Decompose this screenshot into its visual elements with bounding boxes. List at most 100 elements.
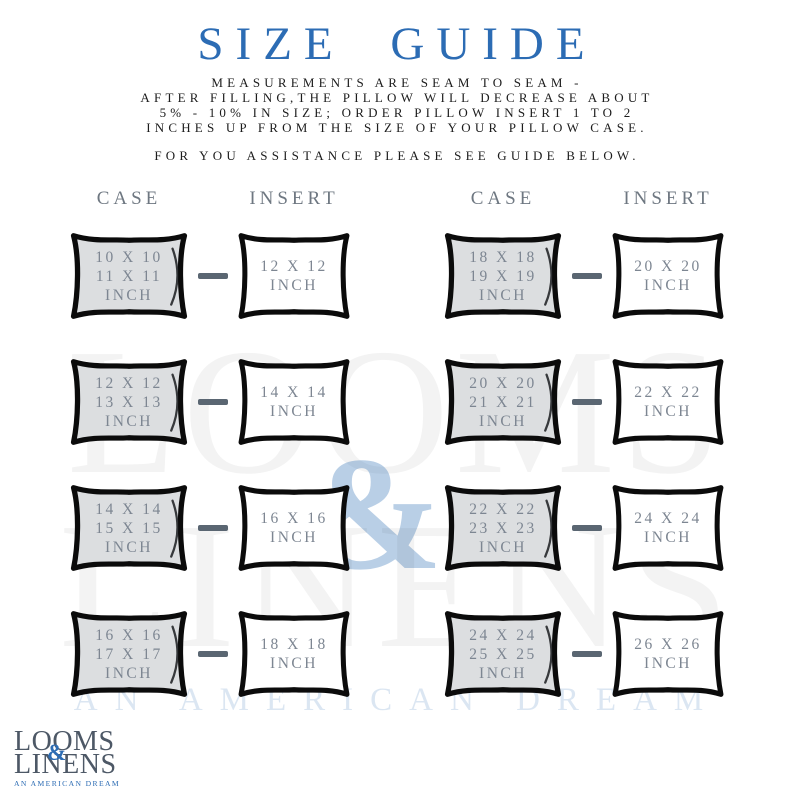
case-insert-connector [569, 525, 605, 531]
pillow-illustration [444, 359, 562, 445]
insert-pillow: 26 X 26 INCH [605, 602, 731, 706]
case-size-text: 18 X 18 19 X 19 INCH [447, 234, 559, 318]
case-size-line: 25 X 25 [469, 645, 537, 663]
case-column-header: CASE [96, 188, 162, 209]
header-spacer [195, 187, 231, 211]
insert-size-text: 16 X 16 INCH [241, 486, 347, 570]
insert-size-line: INCH [270, 403, 318, 420]
case-size-line: INCH [479, 286, 527, 304]
pillow-illustration [70, 233, 188, 319]
size-rows: 10 X 10 11 X 11 INCH 12 X 12 INCH [63, 224, 357, 706]
case-insert-connector [569, 399, 605, 405]
case-size-line: 19 X 19 [469, 267, 537, 285]
case-size-line: 21 X 21 [469, 393, 537, 411]
size-row: 18 X 18 19 X 19 INCH 20 X 20 INCH [437, 224, 731, 328]
insert-size-line: 22 X 22 [634, 384, 702, 401]
case-size-text: 16 X 16 17 X 17 INCH [73, 612, 185, 696]
case-pillow: 14 X 14 15 X 15 INCH [63, 476, 195, 580]
insert-size-line: INCH [270, 529, 318, 546]
case-insert-connector [195, 399, 231, 405]
insert-size-line: 12 X 12 [260, 258, 328, 275]
size-row: 20 X 20 21 X 21 INCH 22 X 22 INCH [437, 350, 731, 454]
insert-pillow: 16 X 16 INCH [231, 476, 357, 580]
case-pillow: 18 X 18 19 X 19 INCH [437, 224, 569, 328]
pillow-illustration [612, 485, 724, 571]
pillow-illustration [444, 233, 562, 319]
case-size-line: 11 X 11 [95, 267, 163, 285]
assistance-text: FOR YOU ASSISTANCE PLEASE SEE GUIDE BELO… [154, 148, 640, 163]
pillow-illustration [612, 233, 724, 319]
insert-size-text: 24 X 24 INCH [615, 486, 721, 570]
insert-size-line: INCH [644, 403, 692, 420]
logo-word-linens: LINENS [14, 749, 117, 780]
case-insert-connector [569, 273, 605, 279]
page-title: SIZE GUIDE [197, 18, 597, 70]
intro-line: INCHES UP FROM THE SIZE OF YOUR PILLOW C… [146, 120, 648, 135]
size-row: 14 X 14 15 X 15 INCH 16 X 16 INCH [63, 476, 357, 580]
pillow-illustration [444, 485, 562, 571]
case-size-line: 15 X 15 [95, 519, 163, 537]
insert-size-line: 18 X 18 [260, 636, 328, 653]
size-row: 16 X 16 17 X 17 INCH 18 X 18 INCH [63, 602, 357, 706]
insert-size-line: INCH [644, 655, 692, 672]
case-insert-connector [569, 651, 605, 657]
insert-size-text: 20 X 20 INCH [615, 234, 721, 318]
case-pillow: 24 X 24 25 X 25 INCH [437, 602, 569, 706]
size-row: 12 X 12 13 X 13 INCH 14 X 14 INCH [63, 350, 357, 454]
pillow-illustration [238, 611, 350, 697]
size-row: 10 X 10 11 X 11 INCH 12 X 12 INCH [63, 224, 357, 328]
intro-line: AFTER FILLING,THE PILLOW WILL DECREASE A… [140, 90, 654, 105]
insert-pillow: 18 X 18 INCH [231, 602, 357, 706]
size-rows: 18 X 18 19 X 19 INCH 20 X 20 INCH [437, 224, 731, 706]
insert-column-header: INSERT [623, 188, 713, 209]
connector-dash [198, 273, 228, 279]
connector-dash [198, 525, 228, 531]
case-size-line: INCH [105, 538, 153, 556]
insert-size-text: 26 X 26 INCH [615, 612, 721, 696]
insert-size-line: INCH [644, 277, 692, 294]
size-group-large: CASE INSERT 18 X 18 19 X 19 INCH [437, 187, 731, 706]
case-size-text: 24 X 24 25 X 25 INCH [447, 612, 559, 696]
insert-size-text: 12 X 12 INCH [241, 234, 347, 318]
logo-tagline: AN AMERICAN DREAM [14, 779, 121, 788]
case-size-line: 14 X 14 [95, 500, 163, 518]
insert-size-line: 26 X 26 [634, 636, 702, 653]
case-pillow: 20 X 20 21 X 21 INCH [437, 350, 569, 454]
case-size-line: INCH [479, 664, 527, 682]
pillow-illustration [238, 233, 350, 319]
case-size-line: INCH [105, 286, 153, 304]
insert-pillow: 22 X 22 INCH [605, 350, 731, 454]
case-size-text: 14 X 14 15 X 15 INCH [73, 486, 185, 570]
insert-size-line: INCH [270, 655, 318, 672]
insert-size-text: 14 X 14 INCH [241, 360, 347, 444]
pillow-illustration [70, 485, 188, 571]
insert-size-line: 14 X 14 [260, 384, 328, 401]
size-row: 22 X 22 23 X 23 INCH 24 X 24 INCH [437, 476, 731, 580]
case-size-line: 24 X 24 [469, 626, 537, 644]
case-pillow: 10 X 10 11 X 11 INCH [63, 224, 195, 328]
insert-pillow: 24 X 24 INCH [605, 476, 731, 580]
case-insert-connector [195, 525, 231, 531]
intro-text: MEASUREMENTS ARE SEAM TO SEAM - AFTER FI… [0, 75, 794, 135]
case-size-line: 12 X 12 [95, 374, 163, 392]
connector-dash [572, 651, 602, 657]
insert-size-text: 22 X 22 INCH [615, 360, 721, 444]
insert-size-line: INCH [644, 529, 692, 546]
pillow-illustration [238, 359, 350, 445]
insert-column-header: INSERT [249, 188, 339, 209]
connector-dash [198, 399, 228, 405]
case-size-line: INCH [105, 412, 153, 430]
intro-line: 5% - 10% IN SIZE; ORDER PILLOW INSERT 1 … [159, 105, 635, 120]
case-size-line: 13 X 13 [95, 393, 163, 411]
connector-dash [572, 525, 602, 531]
case-size-line: 20 X 20 [469, 374, 537, 392]
logo-word-looms: LOOMS [14, 726, 115, 757]
size-guide-board: CASE INSERT 10 X 10 11 X 11 INCH [0, 187, 794, 706]
pillow-illustration [70, 611, 188, 697]
pillow-illustration [238, 485, 350, 571]
insert-pillow: 12 X 12 INCH [231, 224, 357, 328]
case-size-text: 12 X 12 13 X 13 INCH [73, 360, 185, 444]
insert-size-line: 16 X 16 [260, 510, 328, 527]
case-size-text: 20 X 20 21 X 21 INCH [447, 360, 559, 444]
